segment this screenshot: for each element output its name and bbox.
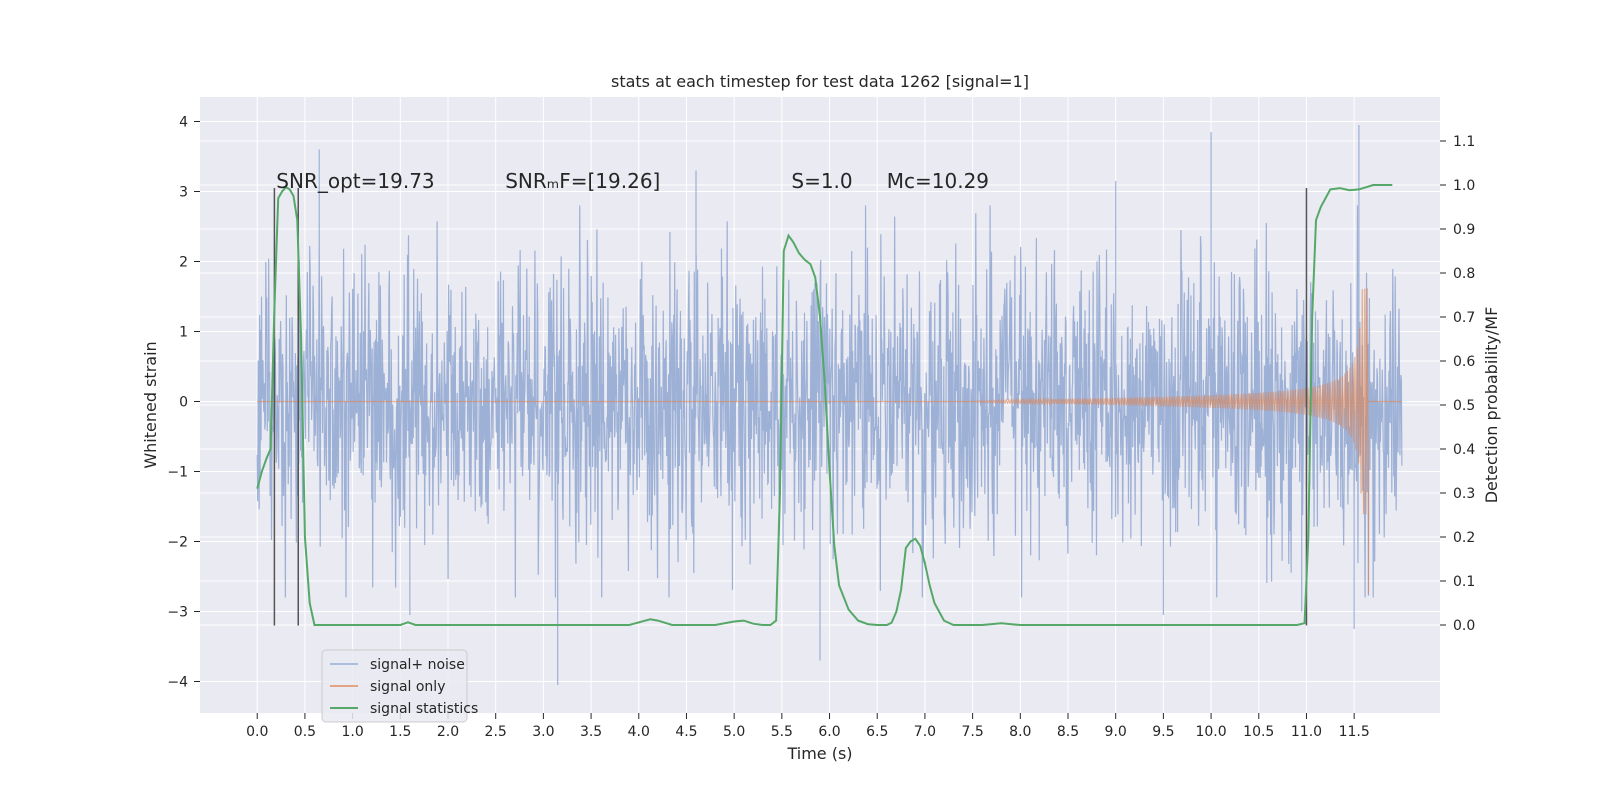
x-tick-label: 0.5 [294,724,316,740]
y-axis-label: Whitened strain [141,341,160,468]
annotation-text: SNRₘF=[19.26] [505,169,660,193]
statistics-series-layer [256,184,1393,626]
y2-tick-label: 0.0 [1453,618,1475,634]
y2-tick-label: 0.9 [1453,222,1475,238]
signal-series-layer [257,288,1402,594]
x-tick-label: 9.5 [1152,724,1174,740]
y-tick-label: −1 [167,465,188,481]
y2-tick-label: 0.8 [1453,266,1475,282]
x-axis-ticks: 0.0 0.5 1.0 1.5 2.0 2.5 3.0 3.5 4.0 4.5 5.0 5.5 6.0 6… [246,713,1370,740]
x-tick-label: 5.5 [771,724,793,740]
y2-tick-label: 0.6 [1453,354,1475,370]
signal-plus-noise-line [256,125,1403,685]
x-tick-label: 0.0 [246,724,268,740]
legend-box [321,649,468,723]
noise-series-layer [256,125,1403,685]
legend-label: signal+ noise [370,657,465,673]
x-tick-label: 5.0 [723,724,745,740]
y2-tick-label: 0.4 [1453,442,1475,458]
x-tick-label: 3.0 [532,724,554,740]
x-tick-label: 6.5 [866,724,888,740]
y2-tick-label: 1.1 [1453,134,1475,150]
legend: signal+ noise signal only signal statistic… [321,649,478,723]
x-tick-label: 2.0 [437,724,459,740]
signal-statistics-line [256,184,1393,626]
x-tick-label: 4.5 [675,724,697,740]
annotations: SNR_opt=19.73 SNRₘF=[19.26] S=1.0 Mᴄ=10.29 [276,169,989,193]
y-tick-label: 2 [179,255,188,271]
y-tick-label: −4 [167,675,188,691]
x-tick-label: 1.0 [341,724,363,740]
x-tick-label: 6.0 [818,724,840,740]
y-tick-label: 3 [179,185,188,201]
y-tick-label: 1 [179,325,188,341]
x-tick-label: 3.5 [580,724,602,740]
annotation-text: SNR_opt=19.73 [276,169,434,193]
y-tick-label: −2 [167,535,188,551]
annotation-text: Mᴄ=10.29 [887,169,989,193]
x-tick-label: 4.0 [628,724,650,740]
chart-title: stats at each timestep for test data 126… [611,72,1029,91]
x-tick-label: 8.5 [1057,724,1079,740]
y-tick-label: −3 [167,605,188,621]
x-tick-label: 10.5 [1243,724,1274,740]
y2-tick-label: 0.5 [1453,398,1475,414]
y2-axis-label: Detection probability/MF [1482,307,1501,504]
x-tick-label: 2.5 [485,724,507,740]
y2-tick-label: 0.2 [1453,530,1475,546]
y2-tick-label: 0.1 [1453,574,1475,590]
x-tick-label: 11.0 [1291,724,1322,740]
signal-only-line [257,288,1402,594]
x-tick-label: 9.0 [1105,724,1127,740]
annotation-text: S=1.0 [791,169,852,193]
y-axis-ticks: −4 −3 −2 −1 0 1 2 3 4 [167,115,200,691]
x-tick-label: 7.0 [914,724,936,740]
y2-tick-label: 0.3 [1453,486,1475,502]
x-tick-label: 8.0 [1009,724,1031,740]
y2-axis-ticks: 0.0 0.1 0.2 0.3 0.4 0.5 0.6 0.7 0.8 0.9 1.0 1.1 [1440,134,1475,634]
legend-label: signal only [370,679,445,695]
x-tick-label: 1.5 [389,724,411,740]
x-tick-label: 11.5 [1339,724,1370,740]
y-tick-label: 0 [179,395,188,411]
y2-tick-label: 0.7 [1453,310,1475,326]
y-tick-label: 4 [179,115,188,131]
x-tick-label: 7.5 [961,724,983,740]
legend-label: signal statistics [370,701,478,717]
x-tick-label: 10.0 [1195,724,1226,740]
y2-tick-label: 1.0 [1453,178,1475,194]
x-axis-label: Time (s) [786,744,852,763]
